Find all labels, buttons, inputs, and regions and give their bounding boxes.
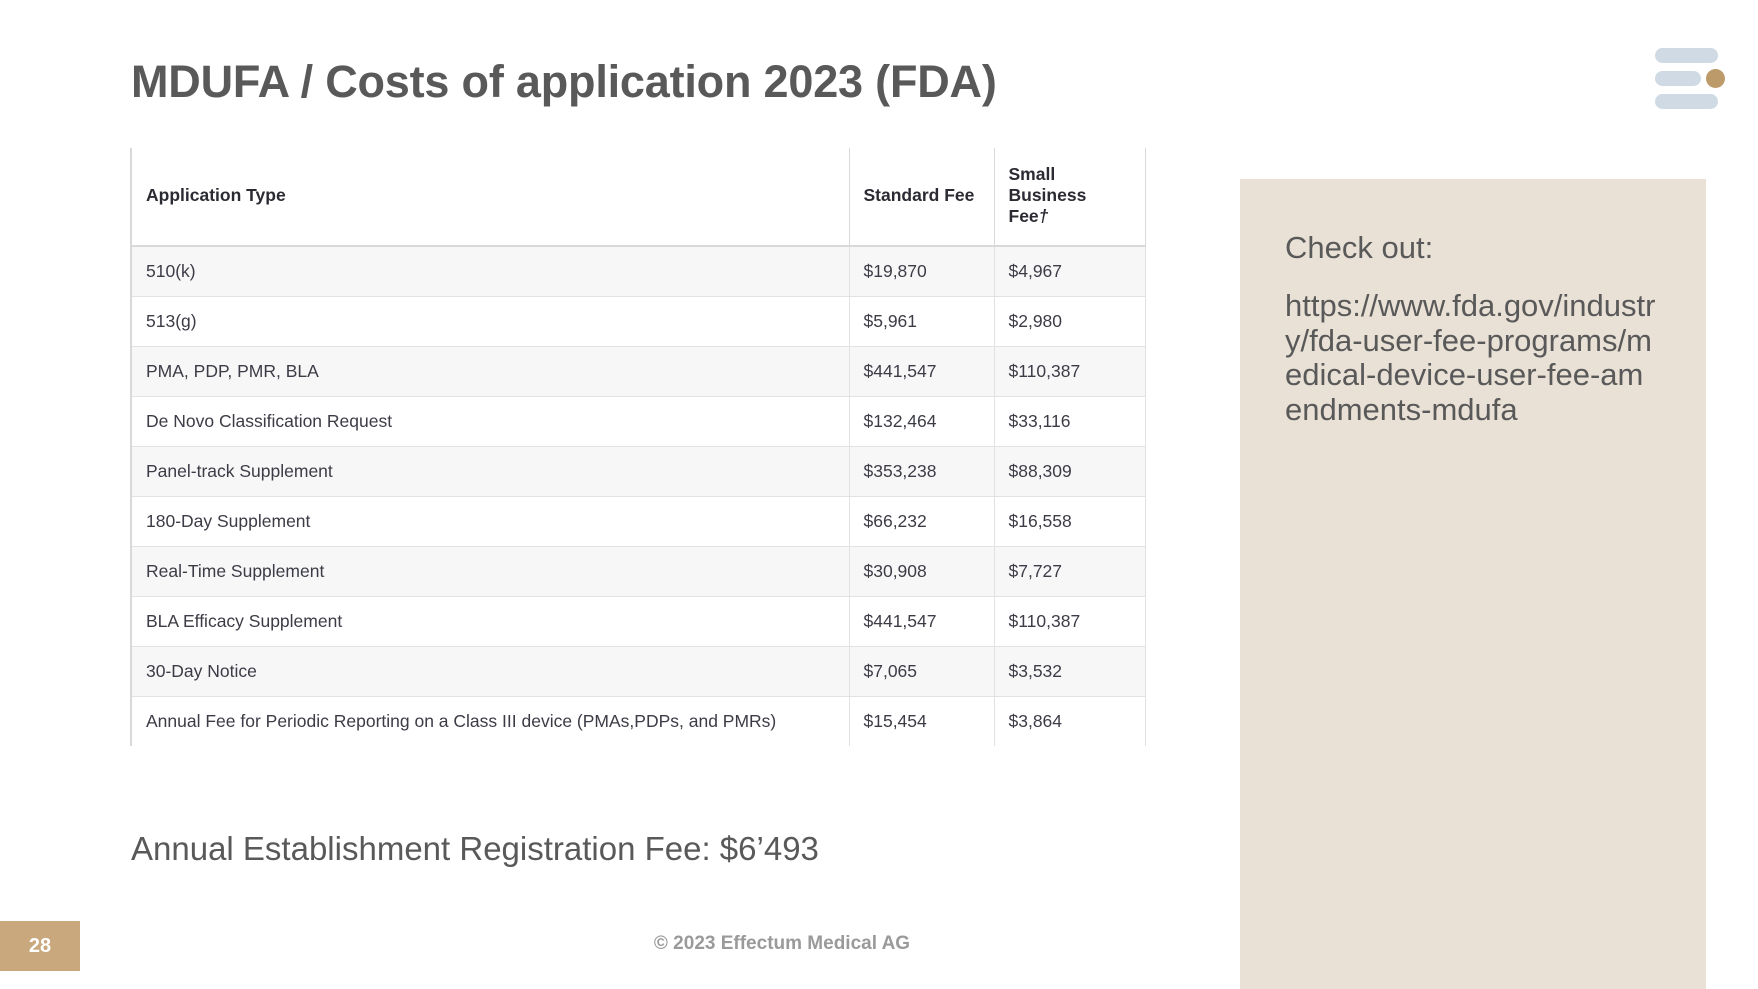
footer-copyright: © 2023 Effectum Medical AG (0, 933, 1758, 955)
cell-standard-fee: $15,454 (848, 696, 994, 746)
cell-application-type: 510(k) (130, 246, 849, 297)
cell-application-type: PMA, PDP, PMR, BLA (130, 346, 849, 397)
cell-standard-fee: $19,870 (848, 246, 994, 297)
logo-dot-icon (1706, 69, 1725, 88)
cell-small-business-fee: $3,532 (993, 646, 1146, 697)
table-row: Real-Time Supplement $30,908 $7,727 (130, 546, 1146, 597)
cell-application-type: 513(g) (130, 296, 849, 347)
cell-small-business-fee: $3,864 (993, 696, 1146, 746)
cell-small-business-fee: $88,309 (993, 446, 1146, 497)
cell-standard-fee: $353,238 (848, 446, 994, 497)
cell-application-type: BLA Efficacy Supplement (130, 596, 849, 647)
cell-application-type: Annual Fee for Periodic Reporting on a C… (130, 696, 849, 746)
page-number-badge: 28 (0, 921, 80, 971)
table-row: 30-Day Notice $7,065 $3,532 (130, 646, 1146, 697)
table-header-row: Application Type Standard Fee Small Busi… (130, 148, 1146, 247)
column-header-small-business-fee: Small Business Fee† (993, 148, 1146, 247)
cell-small-business-fee: $4,967 (993, 246, 1146, 297)
table-header: Application Type Standard Fee Small Busi… (130, 148, 1146, 247)
cell-standard-fee: $66,232 (848, 496, 994, 547)
logo-bar-top (1655, 48, 1718, 63)
logo-bar-bottom (1655, 94, 1718, 109)
cell-small-business-fee: $16,558 (993, 496, 1146, 547)
cell-standard-fee: $5,961 (848, 296, 994, 347)
cell-application-type: 180-Day Supplement (130, 496, 849, 547)
table-body: 510(k) $19,870 $4,967 513(g) $5,961 $2,980 PMA… (130, 246, 1146, 746)
cell-application-type: 30-Day Notice (130, 646, 849, 697)
check-out-panel: Check out: https://www.fda.gov/industry/… (1240, 179, 1706, 989)
cell-standard-fee: $441,547 (848, 596, 994, 647)
column-header-application-type: Application Type (130, 148, 849, 247)
table-row: Annual Fee for Periodic Reporting on a C… (130, 696, 1146, 746)
cell-standard-fee: $7,065 (848, 646, 994, 697)
column-header-small-business-fee-label: Small Business Fee (1008, 164, 1087, 226)
fee-table-container: Application Type Standard Fee Small Busi… (130, 148, 1146, 746)
mdufa-fee-table: Application Type Standard Fee Small Busi… (130, 148, 1146, 746)
table-row: BLA Efficacy Supplement $441,547 $110,387 (130, 596, 1146, 647)
page-title: MDUFA / Costs of application 2023 (FDA) (131, 56, 997, 107)
check-out-heading: Check out: (1285, 230, 1434, 265)
annual-establishment-fee-note: Annual Establishment Registration Fee: $… (131, 830, 819, 867)
cell-application-type: Real-Time Supplement (130, 546, 849, 597)
column-header-standard-fee: Standard Fee (848, 148, 994, 247)
table-row: 513(g) $5,961 $2,980 (130, 296, 1146, 347)
table-row: 510(k) $19,870 $4,967 (130, 246, 1146, 297)
dagger-footnote-icon: † (1038, 206, 1049, 226)
cell-small-business-fee: $2,980 (993, 296, 1146, 347)
table-row: De Novo Classification Request $132,464 $3… (130, 396, 1146, 447)
footer-copyright-text: © 2023 Effectum Medical AG (653, 933, 911, 954)
company-logo (1655, 48, 1745, 110)
cell-small-business-fee: $110,387 (993, 596, 1146, 647)
cell-small-business-fee: $33,116 (993, 396, 1146, 447)
table-row: 180-Day Supplement $66,232 $16,558 (130, 496, 1146, 547)
cell-small-business-fee: $7,727 (993, 546, 1146, 597)
cell-standard-fee: $441,547 (848, 346, 994, 397)
cell-standard-fee: $30,908 (848, 546, 994, 597)
table-row: PMA, PDP, PMR, BLA $441,547 $110,387 (130, 346, 1146, 397)
fda-mdufa-link[interactable]: https://www.fda.gov/industry/fda-user-fe… (1285, 288, 1656, 428)
cell-small-business-fee: $110,387 (993, 346, 1146, 397)
cell-application-type: Panel-track Supplement (130, 446, 849, 497)
cell-application-type: De Novo Classification Request (130, 396, 849, 447)
cell-standard-fee: $132,464 (848, 396, 994, 447)
logo-bar-middle (1655, 71, 1701, 86)
table-row: Panel-track Supplement $353,238 $88,309 (130, 446, 1146, 497)
